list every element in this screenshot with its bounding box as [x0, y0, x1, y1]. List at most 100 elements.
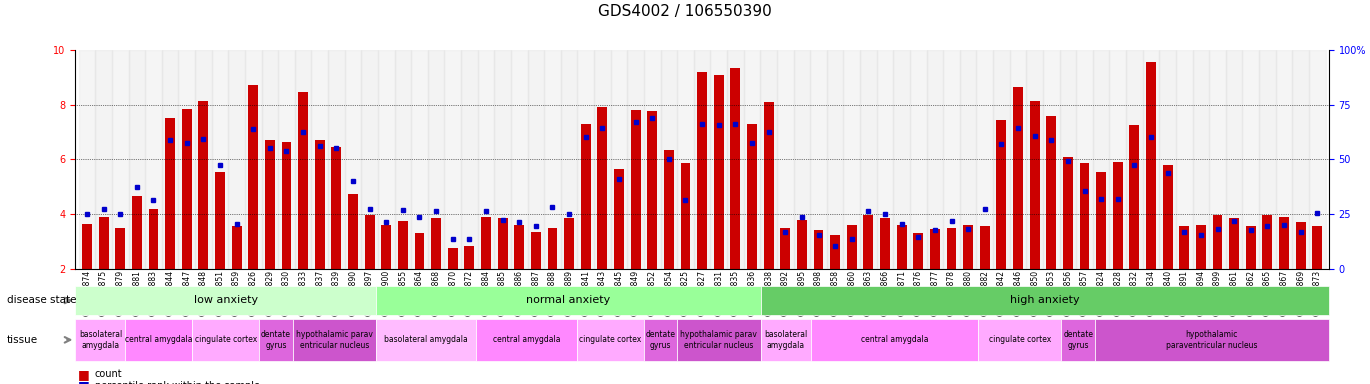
Bar [497, 218, 508, 269]
Bar [481, 217, 490, 269]
Bar [532, 232, 541, 269]
Bar [947, 228, 956, 269]
Bar [148, 209, 159, 269]
Bar [527, 50, 544, 269]
Bar [378, 50, 395, 269]
Bar [980, 227, 989, 269]
Bar [544, 50, 560, 269]
Bar [115, 228, 125, 269]
Bar [362, 50, 378, 269]
Bar [462, 50, 478, 269]
Bar [1192, 50, 1210, 269]
Text: tissue: tissue [7, 335, 38, 345]
Bar [381, 225, 392, 269]
Bar [1147, 62, 1156, 269]
Bar [1096, 172, 1106, 269]
Bar [514, 225, 525, 269]
Bar [781, 228, 790, 269]
Bar [711, 50, 727, 269]
Text: ■: ■ [78, 379, 90, 384]
Bar [847, 225, 856, 269]
Bar [577, 50, 595, 269]
Bar [926, 50, 943, 269]
Bar [1262, 215, 1273, 269]
Bar [195, 50, 212, 269]
Bar [830, 235, 840, 269]
Bar [930, 229, 940, 269]
Bar [810, 50, 827, 269]
Text: dentate
gyrus: dentate gyrus [260, 330, 290, 349]
Bar [295, 50, 311, 269]
Bar [1308, 50, 1326, 269]
Bar [1030, 101, 1040, 269]
Bar [411, 50, 427, 269]
Bar [1212, 215, 1222, 269]
Bar [977, 50, 993, 269]
Bar [415, 233, 425, 269]
Bar [581, 124, 590, 269]
Bar [777, 50, 793, 269]
Bar [332, 147, 341, 269]
Bar [560, 50, 577, 269]
Bar [262, 50, 278, 269]
Bar [1126, 50, 1143, 269]
Bar [311, 50, 327, 269]
Bar [1243, 50, 1259, 269]
Bar [681, 164, 690, 269]
Bar [1080, 164, 1089, 269]
Bar [747, 124, 758, 269]
Bar [1259, 50, 1275, 269]
Bar [299, 92, 308, 269]
Text: cingulate cortex: cingulate cortex [580, 335, 641, 344]
Bar [99, 217, 108, 269]
Text: disease state: disease state [7, 295, 77, 306]
Text: central amygdala: central amygdala [125, 335, 193, 344]
Bar [1280, 217, 1289, 269]
Bar [660, 50, 677, 269]
Text: ■: ■ [78, 368, 90, 381]
Bar [1180, 227, 1189, 269]
Text: count: count [95, 369, 122, 379]
Bar [245, 50, 262, 269]
Bar [814, 230, 823, 269]
Bar [647, 111, 658, 269]
Bar [96, 50, 112, 269]
Bar [896, 225, 907, 269]
Text: normal anxiety: normal anxiety [526, 295, 611, 306]
Bar [1110, 50, 1126, 269]
Bar [464, 245, 474, 269]
Bar [1026, 50, 1043, 269]
Bar [1196, 225, 1206, 269]
Bar [427, 50, 444, 269]
Bar [448, 248, 458, 269]
Text: hypothalamic parav
entricular nucleus: hypothalamic parav entricular nucleus [681, 330, 758, 349]
Bar [1063, 157, 1073, 269]
Bar [1229, 218, 1238, 269]
Bar [1245, 227, 1256, 269]
Text: dentate
gyrus: dentate gyrus [645, 330, 675, 349]
Bar [145, 50, 162, 269]
Text: low anxiety: low anxiety [193, 295, 258, 306]
Bar [199, 101, 208, 269]
Bar [1226, 50, 1243, 269]
Bar [763, 102, 774, 269]
Bar [996, 120, 1007, 269]
Bar [664, 150, 674, 269]
Text: cingulate cortex: cingulate cortex [989, 335, 1051, 344]
Bar [1296, 222, 1306, 269]
Bar [444, 50, 462, 269]
Bar [1312, 227, 1322, 269]
Bar [714, 74, 723, 269]
Bar [432, 218, 441, 269]
Bar [1129, 125, 1140, 269]
Text: hypothalamic parav
entricular nucleus: hypothalamic parav entricular nucleus [296, 330, 373, 349]
Bar [963, 225, 973, 269]
Bar [348, 194, 358, 269]
Text: GDS4002 / 106550390: GDS4002 / 106550390 [599, 4, 771, 19]
Bar [630, 110, 641, 269]
Bar [82, 223, 92, 269]
Bar [248, 86, 258, 269]
Bar [327, 50, 345, 269]
Bar [1112, 162, 1123, 269]
Bar [1163, 165, 1173, 269]
